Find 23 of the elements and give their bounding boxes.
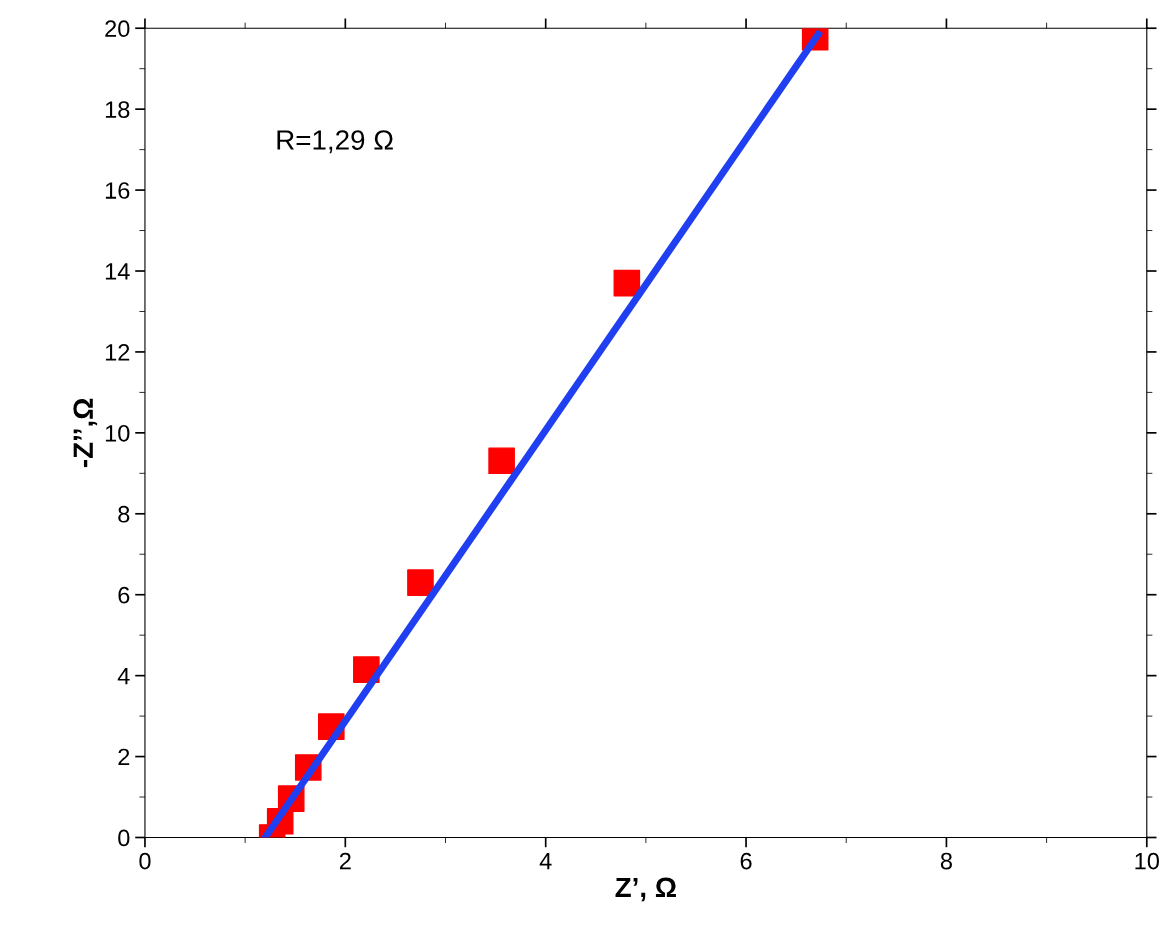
x-axis-title: Z’, Ω [615,877,676,902]
y-tick-label: 12 [105,344,130,361]
y-tick-label: 8 [118,505,130,523]
y-tick-label: 16 [105,182,130,199]
x-tick-label: 2 [339,852,351,870]
y-tick-label: 4 [117,667,130,685]
y-axis-title: -Z’’,Ω [73,398,98,468]
y-tick-label: 6 [118,586,130,604]
x-tick-label: 8 [940,852,952,870]
x-tick-label: 0 [139,852,151,870]
point [407,569,434,596]
x-tick-label: 10 [1135,852,1159,870]
point [613,269,641,297]
point [488,447,515,475]
annotation: R=1,29 Ω [277,130,393,154]
x-tick-label: 4 [539,852,552,870]
y-tick-label: 10 [105,424,130,442]
y-tick-label: 2 [118,748,130,766]
x-tick-label: 6 [740,852,752,870]
y-tick-label: 20 [105,20,130,38]
y-tick-label: 14 [105,263,130,280]
y-tick-label: 0 [118,829,130,847]
y-tick-label: 18 [105,101,130,118]
